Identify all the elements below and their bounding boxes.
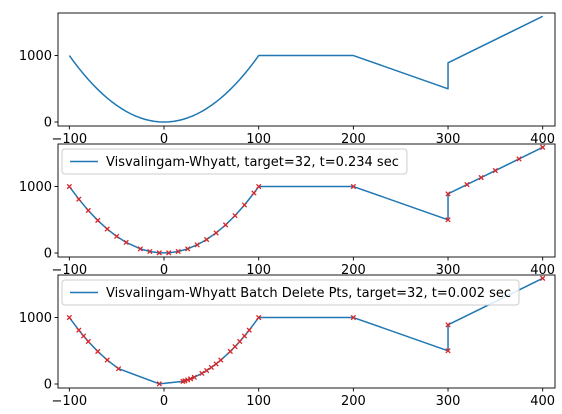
data-point-marker	[222, 222, 229, 228]
data-point-marker	[203, 367, 210, 374]
data-point-marker	[66, 183, 73, 190]
data-point-marker	[445, 348, 451, 354]
data-point-marker	[104, 357, 110, 363]
data-point-marker	[492, 167, 499, 174]
data-point-marker	[147, 248, 153, 255]
data-point-marker	[194, 242, 200, 248]
data-point-marker	[85, 338, 91, 345]
data-point-marker	[241, 333, 248, 339]
y-tick-label: 1000	[19, 180, 52, 195]
data-point-marker	[251, 190, 257, 196]
data-point-marker	[208, 364, 215, 371]
data-point-marker	[516, 156, 522, 162]
x-tick-label: 200	[341, 132, 366, 147]
legend: Visvalingam-Whyatt Batch Delete Pts, tar…	[61, 279, 520, 306]
y-tick-label: 0	[44, 116, 52, 131]
axes-frame	[57, 12, 556, 127]
x-tick-label: 0	[160, 394, 168, 409]
data-point-marker	[137, 246, 144, 252]
data-point-marker	[227, 348, 233, 355]
y-tick-label: 1000	[19, 49, 52, 64]
data-point-marker	[540, 144, 546, 150]
data-point-marker	[445, 217, 451, 223]
x-tick-label: 200	[341, 394, 366, 409]
data-point-marker	[156, 250, 162, 256]
x-tick-label: 100	[246, 263, 271, 278]
data-point-marker	[185, 377, 191, 383]
data-point-marker	[104, 226, 110, 232]
data-point-marker	[187, 376, 194, 382]
legend: Visvalingam-Whyatt, target=32, t=0.234 s…	[61, 148, 408, 175]
data-point-marker	[76, 327, 82, 333]
x-tick-label: 300	[436, 263, 461, 278]
x-tick-label: 100	[246, 132, 271, 147]
x-tick-label: 400	[530, 263, 555, 278]
data-point-marker	[232, 343, 238, 350]
data-point-marker	[175, 248, 181, 255]
data-point-marker	[66, 314, 73, 321]
data-point-marker	[213, 361, 219, 367]
x-tick-label: 0	[160, 263, 168, 278]
x-tick-label: 200	[341, 263, 366, 278]
data-point-marker	[156, 381, 162, 387]
x-tick-label: −100	[52, 263, 88, 278]
x-tick-label: −100	[52, 132, 88, 147]
legend-label: Visvalingam-Whyatt Batch Delete Pts, tar…	[106, 286, 511, 301]
data-point-marker	[246, 327, 252, 333]
data-point-marker	[241, 202, 248, 208]
data-point-marker	[95, 217, 101, 224]
legend-label: Visvalingam-Whyatt, target=32, t=0.234 s…	[106, 155, 399, 170]
data-point-marker	[95, 348, 101, 355]
legend-box	[61, 148, 408, 175]
data-point-marker	[199, 370, 205, 377]
x-tick-label: 0	[160, 132, 168, 147]
series-line-0	[68, 15, 544, 123]
data-point-marker	[256, 183, 262, 190]
x-tick-label: 100	[246, 394, 271, 409]
x-tick-label: 300	[436, 132, 461, 147]
data-point-marker	[203, 236, 210, 243]
data-point-marker	[464, 181, 470, 188]
x-tick-label: 300	[436, 394, 461, 409]
data-point-marker	[114, 233, 120, 240]
data-point-marker	[218, 357, 224, 363]
data-point-marker	[213, 230, 219, 236]
x-tick-label: 400	[530, 394, 555, 409]
data-point-marker	[445, 191, 451, 197]
data-point-marker	[85, 207, 91, 214]
y-tick-label: 0	[44, 378, 52, 393]
data-point-marker	[237, 338, 243, 345]
series-line-0	[68, 277, 544, 385]
data-point-marker	[76, 196, 82, 202]
data-point-marker	[185, 246, 191, 252]
data-point-marker	[115, 366, 122, 372]
data-point-marker	[232, 212, 238, 219]
data-point-marker	[80, 333, 87, 339]
y-tick-label: 0	[44, 247, 52, 262]
data-point-marker	[350, 183, 357, 190]
axes-frame	[57, 143, 556, 258]
axes-frame	[57, 274, 556, 389]
data-point-marker	[445, 322, 451, 328]
x-tick-label: 400	[530, 132, 555, 147]
data-point-marker	[540, 275, 546, 281]
data-point-marker	[256, 314, 262, 321]
data-point-marker	[166, 250, 172, 256]
y-tick-label: 1000	[19, 311, 52, 326]
data-point-marker	[191, 374, 197, 380]
data-point-marker	[478, 174, 484, 181]
x-tick-label: −100	[52, 394, 88, 409]
legend-box	[61, 279, 520, 306]
data-point-marker	[350, 314, 357, 321]
data-point-marker	[123, 239, 129, 246]
axes-middle: −100 0 100 200 300 40001000Visvalingam-Whyatt…	[19, 143, 556, 278]
axes-bottom: −100 0 100 200 300 40001000Visvalingam-Whyatt…	[19, 274, 556, 409]
